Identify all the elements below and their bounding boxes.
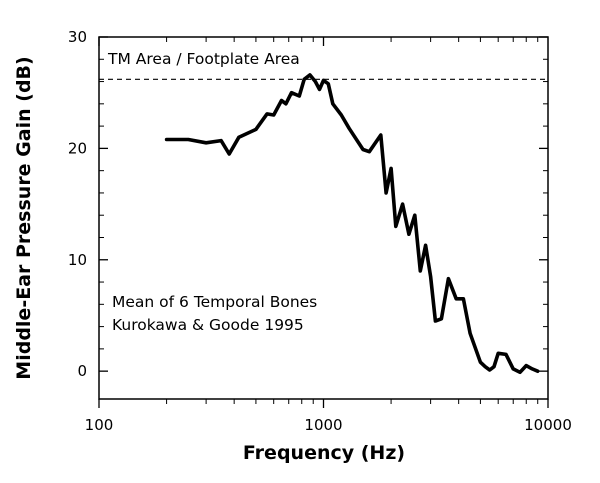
x-tick-label: 10000 (524, 416, 572, 434)
reference-line-label: TM Area / Footplate Area (107, 50, 300, 68)
series-layer (164, 73, 540, 375)
annotation-line-1: Mean of 6 Temporal Bones (112, 293, 317, 311)
x-tick-label: 1000 (304, 416, 342, 434)
x-tick-label: 100 (85, 416, 114, 434)
y-tick-label: 10 (68, 251, 87, 269)
annotation-line-2: Kurokawa & Goode 1995 (112, 316, 304, 334)
y-tick-label: 30 (68, 28, 87, 46)
x-axis-title: Frequency (Hz) (243, 442, 405, 464)
y-tick-label: 0 (77, 362, 87, 380)
plot-frame (98, 36, 549, 400)
series-line (164, 73, 540, 375)
y-axis-title: Middle-Ear Pressure Gain (dB) (13, 56, 35, 379)
axes: 0 10 20 30 100 1000 10000 (68, 28, 572, 434)
y-tick-label: 20 (68, 139, 87, 157)
